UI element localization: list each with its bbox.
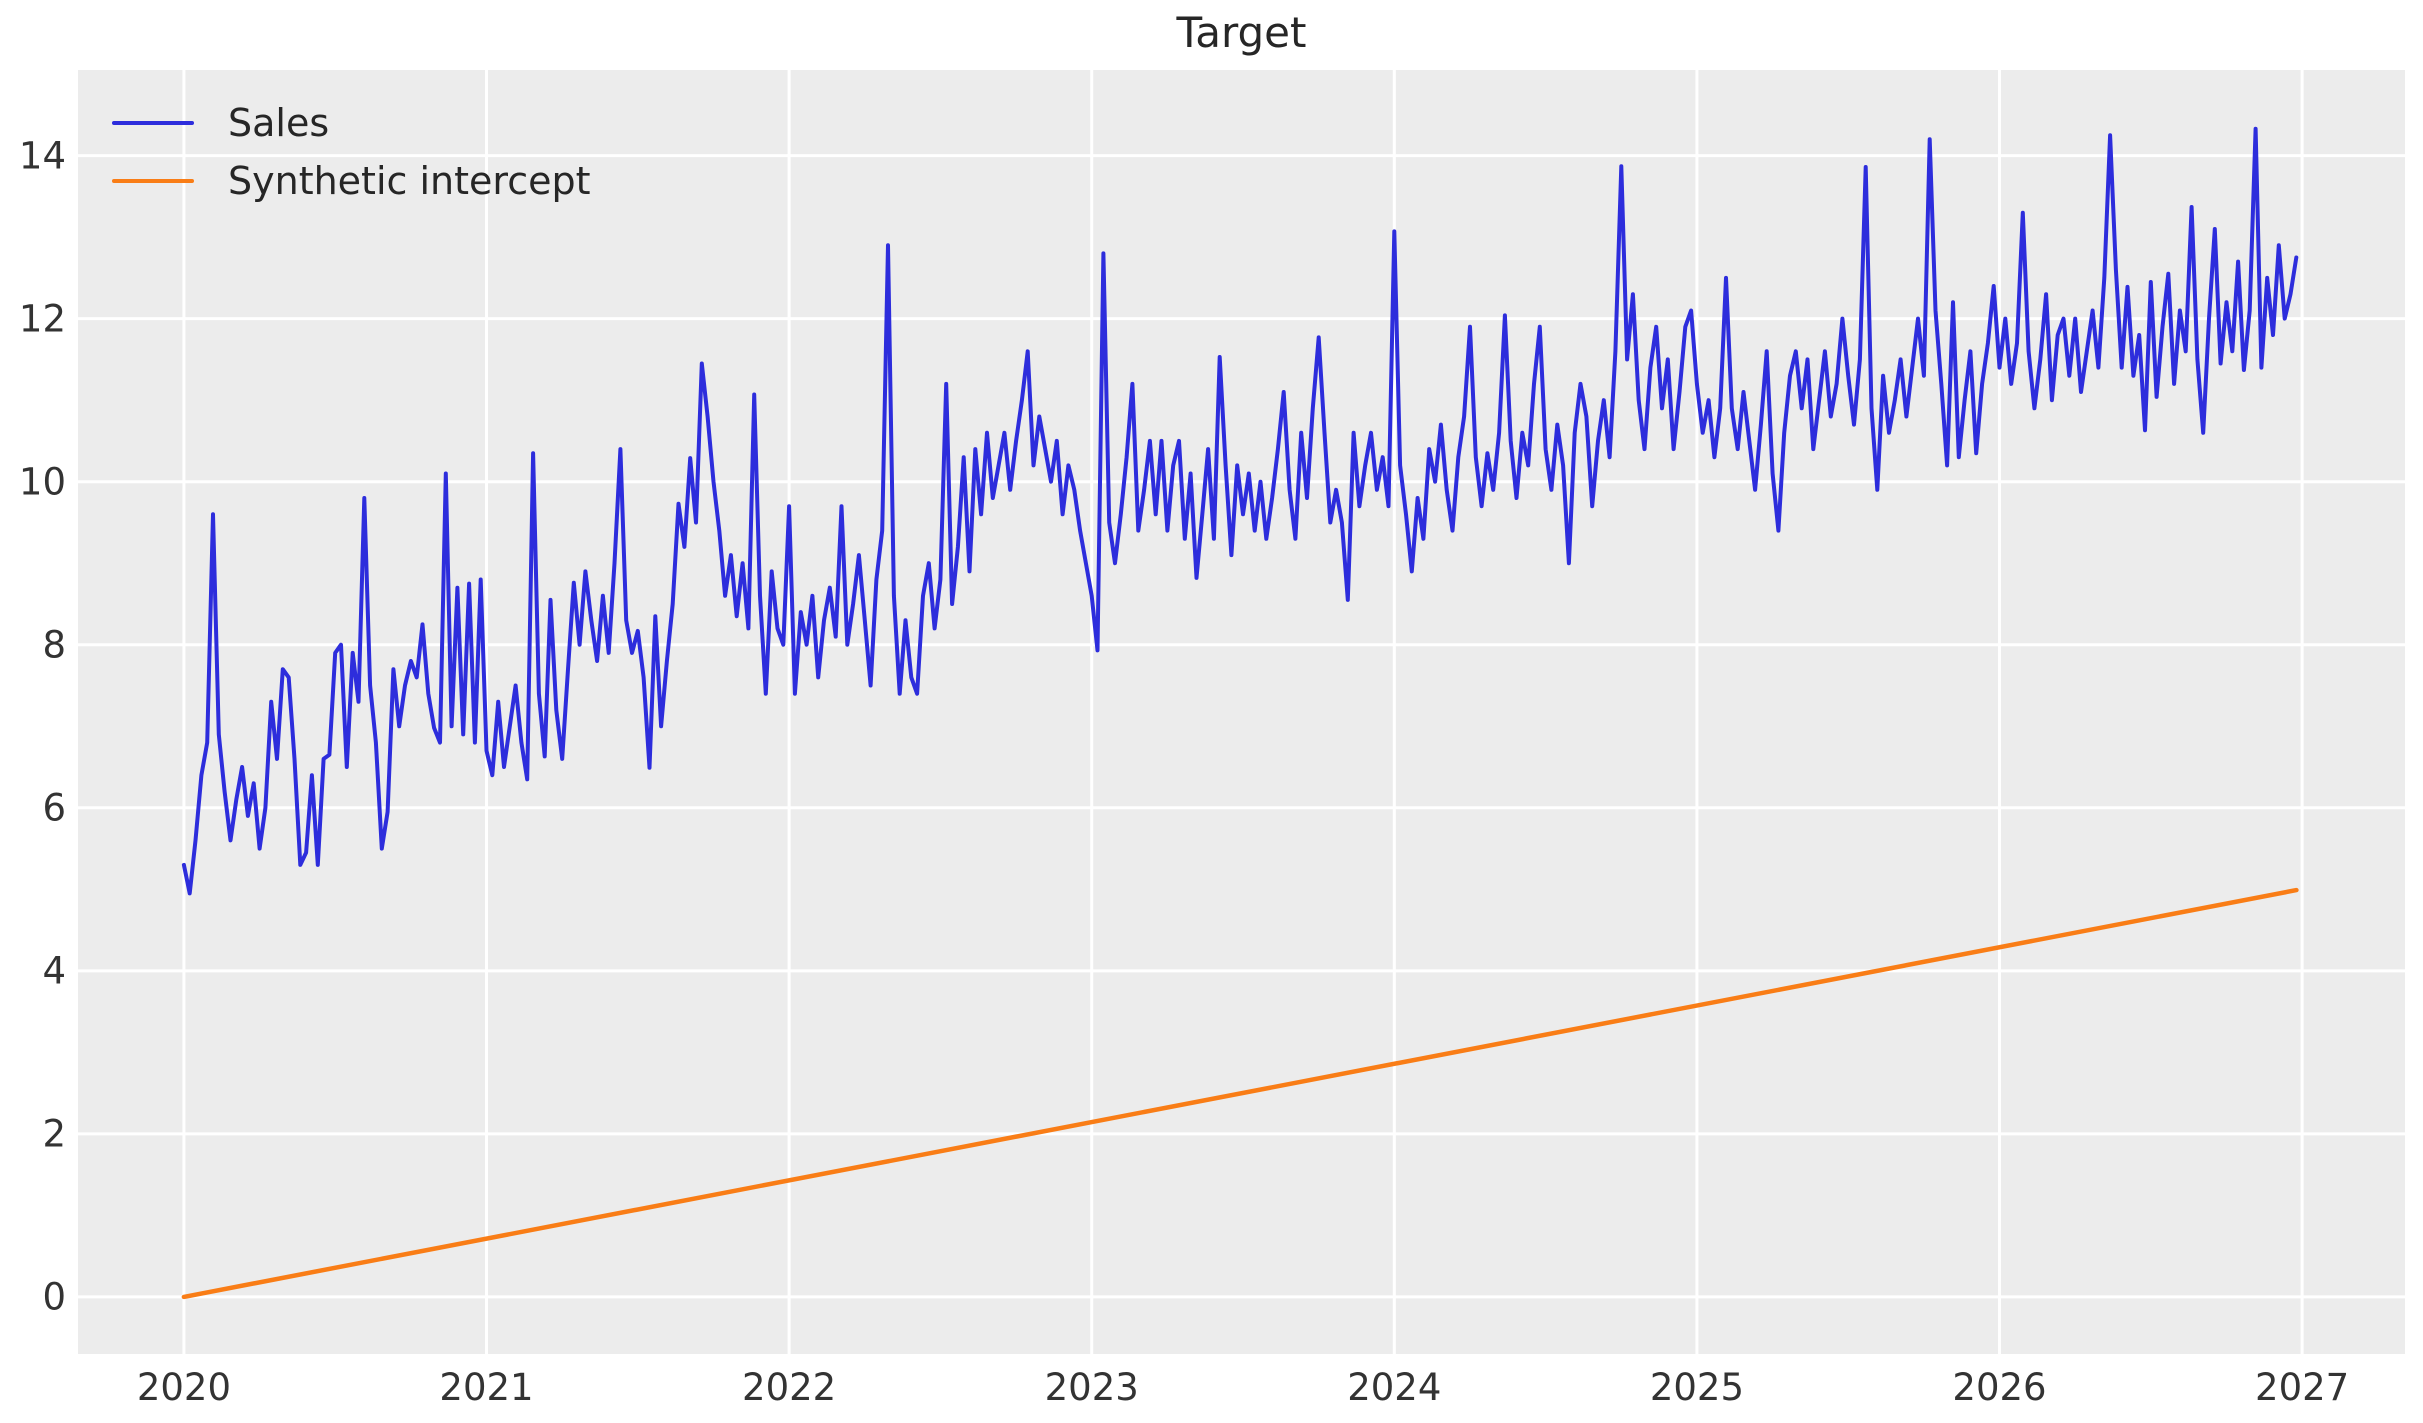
- y-tick-label: 0: [42, 1275, 66, 1319]
- x-tick-label: 2025: [1649, 1366, 1744, 1409]
- synthetic-intercept-line-swatch: [112, 178, 194, 184]
- y-tick-label: 10: [18, 460, 66, 504]
- x-tick-label: 2023: [1044, 1366, 1139, 1409]
- sales-series-line: [181, 126, 2299, 896]
- x-tick-label: 2020: [136, 1366, 231, 1409]
- y-tick-label: 12: [18, 297, 66, 341]
- sales-line-swatch: [112, 121, 194, 125]
- legend: Sales Synthetic intercept: [112, 94, 590, 210]
- series-lines: [181, 126, 2299, 1300]
- x-tick-label: 2021: [439, 1366, 534, 1409]
- plot-area: [78, 70, 2405, 1354]
- x-tick-label: 2024: [1347, 1366, 1442, 1409]
- legend-item-sales: Sales: [112, 94, 590, 152]
- y-tick-label: 8: [42, 623, 66, 667]
- y-tick-label: 4: [42, 949, 66, 993]
- y-tick-label: 2: [42, 1112, 66, 1156]
- legend-label-sales: Sales: [228, 101, 330, 145]
- x-tick-label: 2027: [2255, 1366, 2350, 1409]
- legend-label-synthetic-intercept: Synthetic intercept: [228, 159, 591, 203]
- synthetic-intercept-series-line: [181, 887, 2299, 1300]
- y-tick-label: 14: [18, 134, 66, 178]
- y-tick-label: 6: [42, 786, 66, 830]
- chart-canvas: [78, 70, 2405, 1354]
- legend-item-synthetic-intercept: Synthetic intercept: [112, 152, 590, 210]
- x-tick-label: 2022: [742, 1366, 837, 1409]
- x-tick-label: 2026: [1952, 1366, 2047, 1409]
- chart-title: Target: [1176, 8, 1307, 57]
- grid-lines: [78, 70, 2405, 1354]
